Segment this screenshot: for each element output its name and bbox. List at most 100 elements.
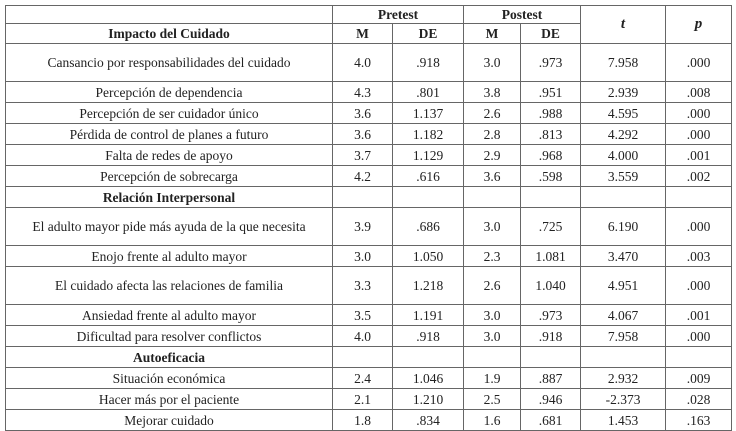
value-cell: 3.470 <box>580 245 667 267</box>
value-cell: .887 <box>520 367 582 389</box>
value-cell: 4.292 <box>580 123 667 145</box>
empty-cell <box>580 186 667 208</box>
value-cell: 3.3 <box>332 266 393 305</box>
value-cell: .009 <box>665 367 733 389</box>
value-cell: .000 <box>665 102 733 124</box>
value-cell: .988 <box>520 102 582 124</box>
value-cell: 6.190 <box>580 207 667 246</box>
value-cell: 4.000 <box>580 144 667 166</box>
value-cell: 2.8 <box>463 123 522 145</box>
value-cell: .918 <box>520 325 582 347</box>
data-row: Hacer más por el paciente 2.1 1.210 2.5.946… <box>5 388 733 410</box>
value-cell: 1.191 <box>391 304 465 326</box>
row-label: El cuidado afecta las relaciones de fami… <box>5 266 333 305</box>
value-cell: .973 <box>520 304 582 326</box>
value-cell: .028 <box>665 388 733 410</box>
value-cell: .918 <box>391 43 465 82</box>
value-cell: 2.932 <box>580 367 667 389</box>
table-container: Pretest Postest t p Impacto del Cuidado M DE M D… <box>5 5 733 431</box>
data-row: Dificultad para resolver conflictos 4.0.9… <box>5 325 733 347</box>
value-cell: 4.0 <box>332 325 393 347</box>
value-cell: 1.9 <box>463 367 522 389</box>
empty-cell <box>391 346 465 368</box>
data-row: Mejorar cuidado 1.8.834 1.6.681 1.453.163 <box>5 409 733 431</box>
data-row: Percepción de sobrecarga 4.2.616 3.6.598 3.… <box>5 165 733 187</box>
value-cell: 1.182 <box>391 123 465 145</box>
row-label: Hacer más por el paciente <box>5 388 333 410</box>
value-cell: 3.6 <box>332 102 393 124</box>
data-row: El adulto mayor pide más ayuda de la que… <box>5 207 733 246</box>
value-cell: .686 <box>391 207 465 246</box>
row-label: Percepción de dependencia <box>5 81 333 103</box>
group-header: Postest <box>463 5 582 24</box>
empty-cell <box>332 346 393 368</box>
value-cell: 2.4 <box>332 367 393 389</box>
empty-cell <box>520 186 582 208</box>
value-cell: 1.453 <box>580 409 667 431</box>
column-header: M <box>463 23 522 44</box>
value-cell: -2.373 <box>580 388 667 410</box>
value-cell: 1.081 <box>520 245 582 267</box>
empty-cell <box>463 186 522 208</box>
value-cell: 3.9 <box>332 207 393 246</box>
row-label: Enojo frente al adulto mayor <box>5 245 333 267</box>
value-cell: 1.137 <box>391 102 465 124</box>
value-cell: .951 <box>520 81 582 103</box>
value-cell: .681 <box>520 409 582 431</box>
value-cell: 3.559 <box>580 165 667 187</box>
row-label: Dificultad para resolver conflictos <box>5 325 333 347</box>
value-cell: 4.3 <box>332 81 393 103</box>
empty-cell <box>665 346 733 368</box>
value-cell: .598 <box>520 165 582 187</box>
value-cell: .834 <box>391 409 465 431</box>
value-cell: .000 <box>665 123 733 145</box>
value-cell: .001 <box>665 144 733 166</box>
data-row: Falta de redes de apoyo 3.7 1.129 2.9.968 4.… <box>5 144 733 166</box>
empty-cell <box>332 186 393 208</box>
section-row: Autoeficacia <box>5 346 733 368</box>
value-cell: .813 <box>520 123 582 145</box>
value-cell: 7.958 <box>580 325 667 347</box>
data-row: Percepción de ser cuidador único 3.6 1.137… <box>5 102 733 124</box>
header-row: Pretest Postest t p <box>5 5 733 44</box>
data-row: Ansiedad frente al adulto mayor 3.5 1.191 3… <box>5 304 733 326</box>
value-cell: .008 <box>665 81 733 103</box>
value-cell: 1.040 <box>520 266 582 305</box>
value-cell: 3.0 <box>463 325 522 347</box>
row-label: Falta de redes de apoyo <box>5 144 333 166</box>
section-title: Relación Interpersonal <box>5 186 333 208</box>
row-label: Percepción de ser cuidador único <box>5 102 333 124</box>
value-cell: .968 <box>520 144 582 166</box>
value-cell: 4.0 <box>332 43 393 82</box>
value-cell: .973 <box>520 43 582 82</box>
value-cell: 3.7 <box>332 144 393 166</box>
value-cell: 1.050 <box>391 245 465 267</box>
value-cell: 1.6 <box>463 409 522 431</box>
value-cell: .725 <box>520 207 582 246</box>
data-row: Pérdida de control de planes a futuro 3.6… <box>5 123 733 145</box>
value-cell: .918 <box>391 325 465 347</box>
column-header: DE <box>391 23 465 44</box>
row-label: Situación económica <box>5 367 333 389</box>
value-cell: .000 <box>665 266 733 305</box>
empty-cell <box>391 186 465 208</box>
value-cell: 2.1 <box>332 388 393 410</box>
value-cell: 1.210 <box>391 388 465 410</box>
data-row: Cansancio por responsabilidades del cuid… <box>5 43 733 82</box>
page: {"table":{ "groups":["Pretest","Postest"… <box>5 5 733 431</box>
value-cell: 2.6 <box>463 102 522 124</box>
value-cell: 3.0 <box>332 245 393 267</box>
empty-cell <box>463 346 522 368</box>
row-label: El adulto mayor pide más ayuda de la que… <box>5 207 333 246</box>
value-cell: .163 <box>665 409 733 431</box>
data-row: Enojo frente al adulto mayor 3.0 1.050 2.3 1… <box>5 245 733 267</box>
header-cell <box>5 5 333 24</box>
value-cell: 2.9 <box>463 144 522 166</box>
value-cell: 4.595 <box>580 102 667 124</box>
column-header: DE <box>520 23 582 44</box>
value-cell: .616 <box>391 165 465 187</box>
row-label: Percepción de sobrecarga <box>5 165 333 187</box>
group-header: Pretest <box>331 5 465 24</box>
value-cell: .003 <box>665 245 733 267</box>
value-cell: 3.0 <box>463 43 522 82</box>
